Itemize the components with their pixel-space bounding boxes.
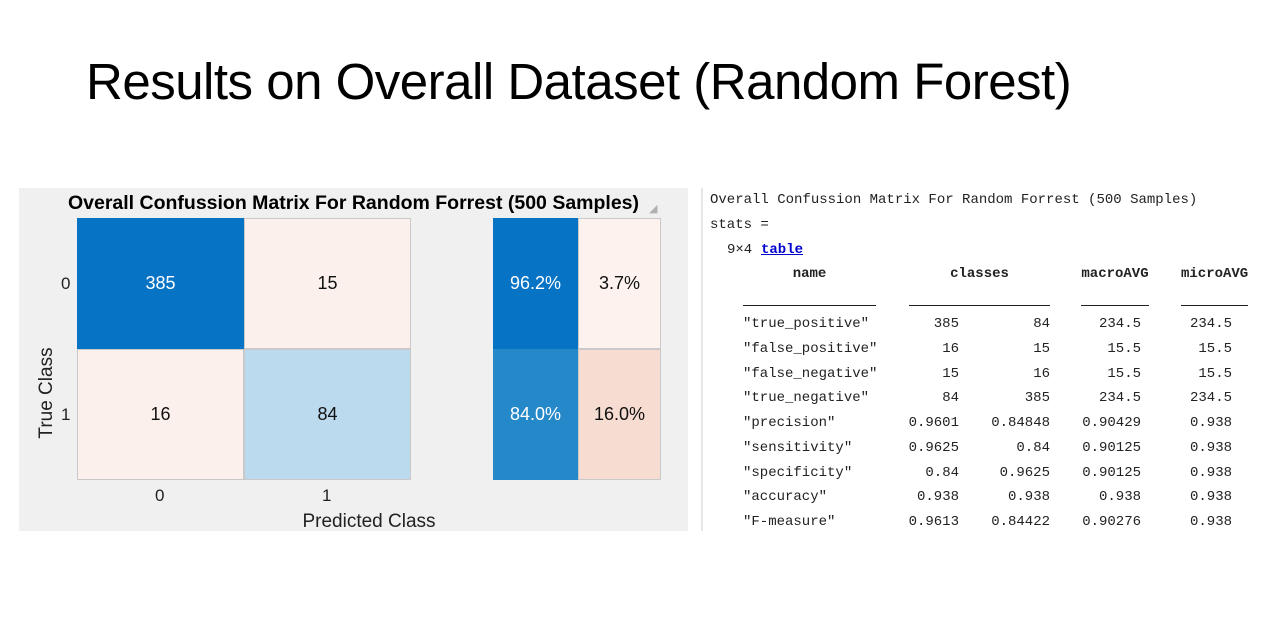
- row-name: "true_positive": [743, 316, 870, 332]
- row-value-macro: 0.90125: [1082, 464, 1141, 481]
- row-value-micro: 15.5: [1198, 365, 1232, 382]
- y-axis-label: True Class: [36, 347, 57, 439]
- row-value-c1: 0.9625: [908, 439, 959, 456]
- confusion-matrix-figure: Overall Confussion Matrix For Random For…: [19, 188, 688, 532]
- row-value-c2: 0.938: [1007, 489, 1050, 506]
- row-name: "false_negative": [743, 365, 878, 382]
- x-axis-label: Predicted Class: [302, 511, 436, 532]
- row-value-c2: 0.84848: [991, 415, 1050, 431]
- row-value-c1: 0.84: [925, 464, 959, 481]
- cm-cell-1-1: 84: [244, 349, 411, 480]
- row-value-macro: 0.90276: [1082, 514, 1141, 530]
- row-name: "false_positive": [743, 340, 878, 357]
- row-value-c2: 84: [1033, 316, 1050, 332]
- row-summary-0-0: 96.2%: [493, 218, 578, 349]
- column-header-classes: classes: [950, 266, 1009, 282]
- header-underline-microavg: [1181, 305, 1248, 306]
- row-name: "sensitivity": [743, 439, 853, 456]
- row-value-macro: 0.90429: [1082, 415, 1141, 431]
- row-tick-1: 1: [61, 405, 71, 424]
- row-value-c2: 15: [1033, 340, 1050, 357]
- row-value-c2: 0.9625: [999, 464, 1050, 481]
- row-value-micro: 234.5: [1189, 316, 1232, 332]
- row-value-c2: 0.84422: [991, 514, 1050, 530]
- row-name: "F-measure": [743, 514, 836, 530]
- table-size: 9×4: [727, 242, 753, 258]
- row-value-macro: 15.5: [1107, 340, 1141, 357]
- row-summary-1-0: 84.0%: [493, 349, 578, 480]
- stats-output-panel: Overall Confussion Matrix For Random For…: [701, 188, 1263, 531]
- row-value-macro: 0.938: [1098, 489, 1141, 506]
- stats-heading: Overall Confussion Matrix For Random For…: [710, 192, 1198, 208]
- row-value-micro: 0.938: [1189, 439, 1232, 456]
- row-value-micro: 0.938: [1189, 464, 1232, 481]
- row-value-micro: 234.5: [1189, 390, 1232, 407]
- row-summary-0-1-value: 3.7%: [598, 273, 641, 293]
- col-tick-1: 1: [322, 486, 332, 505]
- row-value-c1: 0.9613: [908, 514, 959, 530]
- row-summary-0-0-value: 96.2%: [509, 273, 562, 293]
- row-value-macro: 15.5: [1107, 365, 1141, 382]
- row-value-micro: 15.5: [1198, 340, 1232, 357]
- row-summary-1-0-value: 84.0%: [509, 404, 562, 424]
- col-tick-0: 0: [155, 486, 165, 505]
- row-name: "specificity": [743, 464, 853, 481]
- slide-title: Results on Overall Dataset (Random Fores…: [86, 53, 1072, 110]
- row-value-c2: 0.84: [1016, 439, 1050, 456]
- row-summary-0-1: 3.7%: [578, 218, 661, 349]
- row-value-micro: 0.938: [1189, 514, 1232, 530]
- row-value-macro: 234.5: [1098, 390, 1141, 407]
- row-name: "true_negative": [743, 390, 870, 407]
- row-value-c1: 385: [933, 316, 959, 332]
- cm-cell-0-1: 15: [244, 218, 411, 349]
- column-header-microavg: microAVG: [1181, 266, 1249, 282]
- figure-resize-icon[interactable]: ◢: [649, 203, 658, 215]
- column-header-macroavg: macroAVG: [1081, 266, 1149, 282]
- header-underline-name: [743, 305, 876, 306]
- row-value-c1: 16: [942, 340, 959, 357]
- row-value-c1: 15: [942, 365, 959, 382]
- cm-cell-1-1-value: 84: [317, 404, 338, 424]
- table-type-link[interactable]: table: [761, 242, 804, 258]
- column-header-name: name: [792, 266, 827, 282]
- header-underline-classes: [909, 305, 1050, 306]
- row-value-macro: 0.90125: [1082, 439, 1141, 456]
- row-value-micro: 0.938: [1189, 489, 1232, 506]
- row-name: "precision": [743, 415, 836, 431]
- row-value-c2: 385: [1024, 390, 1050, 407]
- row-value-c1: 0.938: [916, 489, 959, 506]
- row-value-c1: 84: [942, 390, 959, 407]
- stats-assignment: stats =: [710, 217, 769, 233]
- confusion-matrix-title: Overall Confussion Matrix For Random For…: [67, 192, 640, 214]
- cm-cell-0-0: 385: [77, 218, 244, 349]
- row-value-c2: 16: [1033, 365, 1050, 382]
- row-summary-1-1: 16.0%: [578, 349, 661, 480]
- row-name: "accuracy": [743, 489, 828, 506]
- header-underline-macroavg: [1081, 305, 1149, 306]
- row-summary-1-1-value: 16.0%: [593, 404, 646, 424]
- row-value-macro: 234.5: [1098, 316, 1141, 332]
- row-value-c1: 0.9601: [908, 415, 959, 431]
- row-value-micro: 0.938: [1189, 415, 1232, 431]
- cm-cell-1-0-value: 16: [150, 404, 171, 424]
- cm-cell-0-1-value: 15: [317, 273, 338, 293]
- cm-cell-1-0: 16: [77, 349, 244, 480]
- cm-cell-0-0-value: 385: [145, 273, 176, 293]
- row-tick-0: 0: [61, 274, 71, 293]
